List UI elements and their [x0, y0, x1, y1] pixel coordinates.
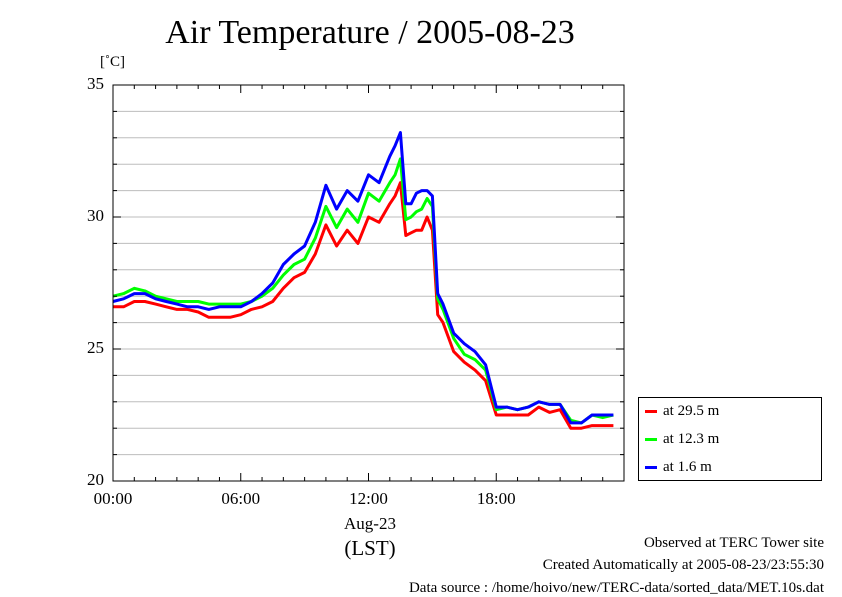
- legend-label: at 1.6 m: [663, 458, 712, 475]
- legend-swatch: [645, 465, 657, 469]
- y-tick-label: 25: [87, 338, 104, 357]
- series-layer: [112, 131, 614, 430]
- chart-title: Air Temperature / 2005-08-23: [165, 14, 575, 51]
- legend-item: at 29.5 m: [645, 400, 719, 422]
- y-tick-label: 20: [87, 470, 104, 489]
- x-tick-label: 12:00: [349, 489, 388, 508]
- footer-source: Data source : /home/hoivo/new/TERC-data/…: [408, 580, 824, 596]
- footer-created: Created Automatically at 2005-08-23/23:5…: [542, 557, 824, 573]
- legend-label: at 29.5 m: [663, 402, 720, 419]
- plot-frame: [112, 84, 625, 482]
- x-tick-label: 18:00: [476, 489, 516, 508]
- y-unit-label: [˚C]: [100, 54, 125, 70]
- series-line-1: [112, 157, 614, 425]
- grid-layer: [113, 110, 624, 456]
- legend-swatch: [645, 437, 657, 441]
- legend-swatch: [645, 409, 657, 413]
- x-tick-label: 06:00: [221, 489, 261, 508]
- series-line-0: [113, 181, 614, 430]
- y-tick-label: 30: [87, 206, 104, 225]
- legend: at 29.5 m at 12.3 m at 1.6 m: [638, 397, 822, 481]
- legend-item: at 1.6 m: [645, 456, 712, 478]
- y-tick-label: 35: [87, 74, 104, 93]
- footer-site: Observed at TERC Tower site: [643, 535, 824, 551]
- legend-item: at 12.3 m: [645, 428, 719, 450]
- x-date-label: Aug-23: [344, 514, 396, 533]
- series-line-2: [112, 131, 614, 425]
- x-axis-title: (LST): [344, 536, 396, 560]
- tick-marks: [112, 84, 625, 482]
- legend-label: at 12.3 m: [663, 430, 720, 447]
- x-tick-label: 00:00: [93, 489, 133, 508]
